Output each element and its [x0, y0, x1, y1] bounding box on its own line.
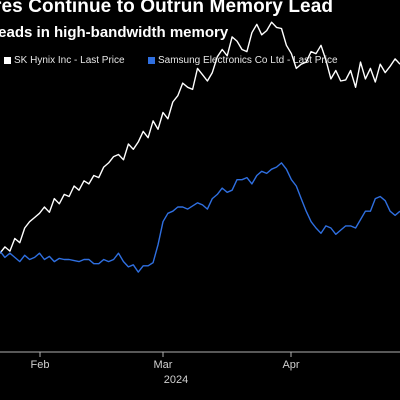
x-tick-label: Mar [154, 359, 173, 371]
legend-swatch-sk-hynix [4, 57, 11, 64]
legend-item-sk-hynix: SK Hynix Inc - Last Price [4, 55, 125, 66]
legend-label-samsung: Samsung Electronics Co Ltd - Last Price [158, 55, 338, 66]
x-tick-label: Apr [282, 359, 299, 371]
legend: SK Hynix Inc - Last Price Samsung Electr… [0, 55, 400, 69]
series-line-samsung [0, 162, 400, 273]
legend-label-sk-hynix: SK Hynix Inc - Last Price [14, 55, 125, 66]
legend-swatch-samsung [148, 57, 155, 64]
x-year-label: 2024 [164, 374, 188, 386]
chart-title: res Continue to Outrun Memory Lead [0, 0, 334, 17]
chart-subtitle: leads in high-bandwidth memory [0, 24, 229, 41]
x-tick-label: Feb [31, 359, 50, 371]
series-line-sk-hynix [0, 21, 400, 254]
legend-item-samsung: Samsung Electronics Co Ltd - Last Price [148, 55, 338, 66]
